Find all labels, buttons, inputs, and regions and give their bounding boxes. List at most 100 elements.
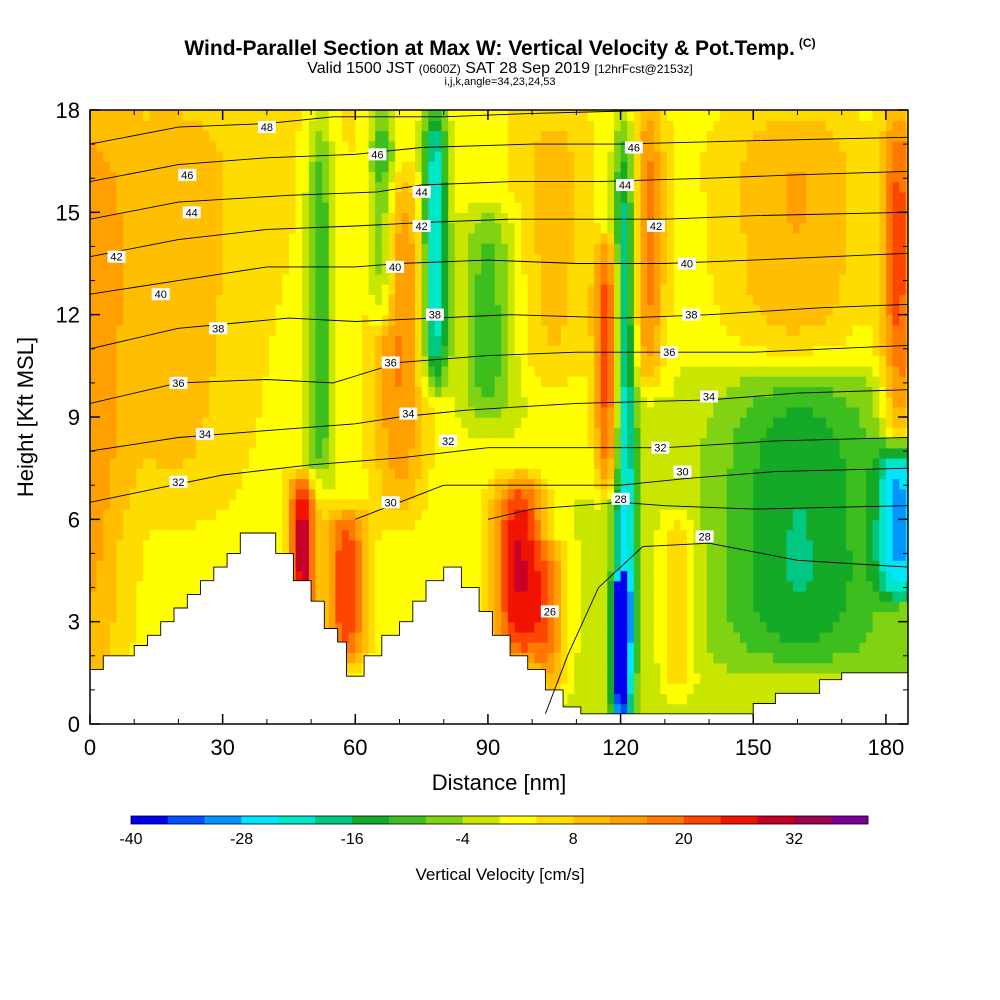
heat-cell bbox=[249, 355, 257, 367]
heat-cell bbox=[607, 703, 615, 715]
heat-cell bbox=[202, 181, 211, 193]
heat-cell bbox=[594, 253, 602, 265]
heat-cell bbox=[143, 284, 151, 295]
heat-cell bbox=[262, 243, 270, 254]
heat-cell bbox=[282, 191, 290, 203]
heat-cell bbox=[342, 468, 350, 480]
heat-cell bbox=[541, 550, 549, 561]
heat-cell bbox=[514, 631, 522, 643]
heat-cell bbox=[275, 130, 283, 142]
heat-cell bbox=[468, 324, 476, 336]
heat-cell bbox=[494, 437, 502, 449]
heat-cell bbox=[202, 539, 211, 551]
heat-cell bbox=[129, 191, 138, 203]
heat-cell bbox=[143, 324, 151, 336]
heat-cell bbox=[163, 335, 171, 346]
heat-cell bbox=[521, 468, 529, 480]
heat-cell bbox=[468, 232, 476, 244]
heat-cell bbox=[408, 560, 416, 572]
heat-cell bbox=[156, 570, 164, 582]
chart-subtitle: Valid 1500 JST (0600Z) SAT 28 Sep 2019 [… bbox=[307, 60, 693, 77]
heat-cell bbox=[448, 539, 456, 551]
heat-cell bbox=[242, 468, 250, 480]
heat-cell bbox=[355, 376, 363, 387]
heat-cell bbox=[501, 396, 509, 408]
heat-cell bbox=[289, 232, 297, 244]
heat-cell bbox=[580, 284, 589, 295]
heat-cell bbox=[567, 437, 575, 449]
heat-cell bbox=[182, 417, 191, 428]
heat-cell bbox=[521, 110, 529, 121]
heat-cell bbox=[614, 457, 622, 469]
heat-cell bbox=[600, 130, 608, 142]
heat-cell bbox=[196, 140, 204, 152]
heat-cell bbox=[322, 509, 330, 520]
heat-cell bbox=[361, 621, 370, 633]
heat-cell bbox=[448, 130, 456, 142]
heat-cell bbox=[514, 376, 522, 387]
heat-cell bbox=[474, 365, 482, 377]
heat-cell bbox=[401, 243, 409, 254]
heat-cell bbox=[381, 580, 390, 592]
heat-cell bbox=[348, 570, 356, 582]
heat-cell bbox=[388, 335, 396, 346]
heat-cell bbox=[202, 130, 211, 142]
heat-cell bbox=[408, 396, 416, 408]
heat-cell bbox=[633, 243, 642, 254]
heat-cell bbox=[594, 171, 602, 183]
heat-cell bbox=[541, 212, 549, 224]
heat-cell bbox=[487, 529, 496, 541]
heat-cell bbox=[448, 365, 456, 377]
heat-cell bbox=[600, 376, 608, 387]
heat-cell bbox=[574, 171, 582, 183]
heat-cell bbox=[607, 406, 615, 418]
heat-cell bbox=[541, 519, 549, 531]
heat-cell bbox=[620, 191, 628, 203]
heat-cell bbox=[275, 294, 283, 306]
heat-cell bbox=[547, 212, 555, 224]
heat-cell bbox=[308, 468, 317, 480]
heat-cell bbox=[262, 386, 270, 398]
heat-cell bbox=[143, 130, 151, 142]
heat-cell bbox=[600, 498, 608, 510]
heat-cell bbox=[315, 539, 323, 551]
heat-cell bbox=[368, 345, 376, 357]
heat-cell bbox=[600, 621, 608, 633]
heat-cell bbox=[235, 171, 244, 183]
heat-cell bbox=[202, 232, 211, 244]
heat-cell bbox=[136, 202, 144, 213]
heat-cell bbox=[255, 437, 264, 449]
heat-cell bbox=[448, 335, 456, 346]
heat-cell bbox=[176, 222, 184, 234]
heat-cell bbox=[355, 202, 363, 213]
heat-cell bbox=[255, 110, 264, 121]
heat-cell bbox=[163, 396, 171, 408]
heat-cell bbox=[176, 202, 184, 213]
heat-cell bbox=[494, 488, 502, 500]
heat-cell bbox=[222, 457, 230, 469]
heat-cell bbox=[156, 519, 164, 531]
heat-cell bbox=[163, 304, 171, 316]
heat-cell bbox=[123, 631, 131, 643]
heat-cell bbox=[249, 161, 257, 173]
heat-cell bbox=[574, 253, 582, 265]
heat-cell bbox=[163, 570, 171, 582]
heat-cell bbox=[308, 539, 317, 551]
heat-cell bbox=[534, 140, 542, 152]
heat-cell bbox=[454, 457, 463, 469]
heat-cell bbox=[103, 335, 111, 346]
heat-cell bbox=[600, 703, 608, 715]
heat-cell bbox=[262, 181, 270, 193]
heat-cell bbox=[361, 611, 370, 623]
heat-cell bbox=[342, 314, 350, 326]
heat-cell bbox=[574, 345, 582, 357]
heat-cell bbox=[507, 591, 516, 602]
heat-cell bbox=[587, 652, 595, 664]
heat-cell bbox=[567, 120, 575, 132]
heat-cell bbox=[594, 243, 602, 254]
heat-cell bbox=[96, 263, 104, 275]
heat-cell bbox=[103, 171, 111, 183]
heat-cell bbox=[461, 345, 469, 357]
heat-cell bbox=[600, 468, 608, 480]
heat-cell bbox=[541, 345, 549, 357]
